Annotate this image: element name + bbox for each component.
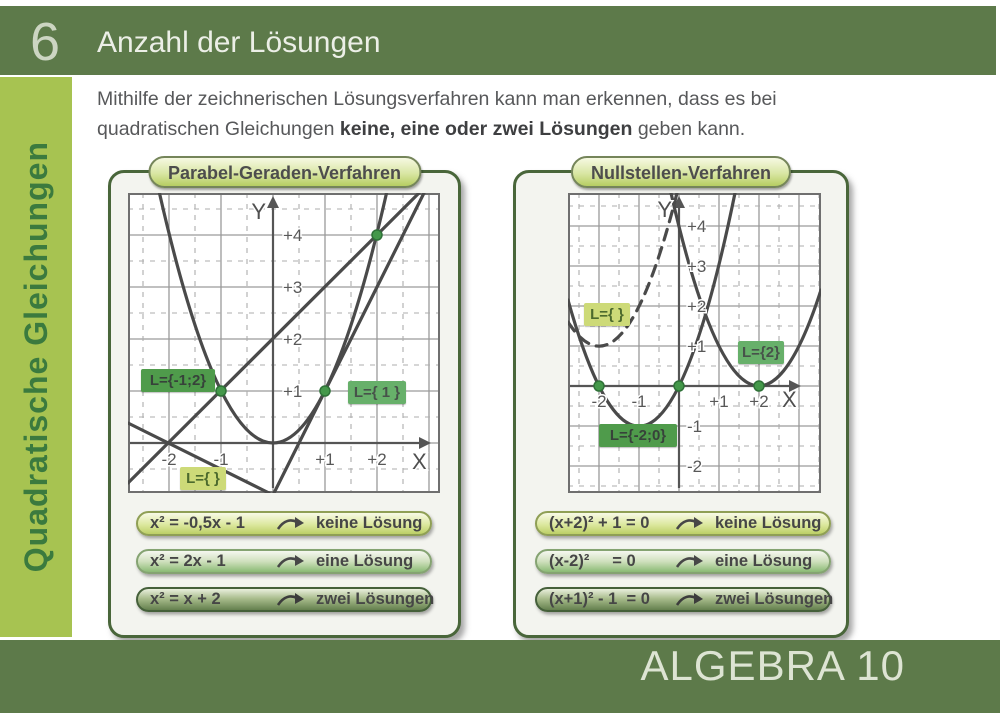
equation-row: (x-2)² = 0 eine Lösung [535, 549, 831, 574]
equation-row: (x+2)² + 1 = 0 keine Lösung [535, 511, 831, 536]
result-text: zwei Lösungen [715, 590, 834, 608]
equation-row: x² = 2x - 1 eine Lösung [136, 549, 432, 574]
curved-arrow-icon [276, 516, 304, 530]
panel-tab-nullstellen: Nullstellen-Verfahren [570, 156, 792, 188]
graph-border [568, 193, 821, 493]
sidebar-label: Quadratische Gleichungen [17, 141, 54, 573]
nullstellen-graph: +4 +3 +2 +1 -1 -2 -2 -1 +1 +2 X Y L={ } … [568, 193, 821, 493]
equation-row: x² = -0,5x - 1 keine Lösung [136, 511, 432, 536]
y-axis-letter: Y [657, 197, 672, 222]
equation-text: x² = -0,5x - 1 [150, 514, 245, 532]
intersection-point [371, 229, 383, 241]
parabola-curve [157, 193, 389, 445]
intro-paragraph: Mithilfe der zeichnerischen Lösungsverfa… [97, 84, 937, 144]
solution-set-label: L={ } [180, 467, 226, 490]
intersection-point [319, 385, 331, 397]
footer-bar: ALGEBRA 10 [0, 640, 1000, 713]
y-tick-label: +4 [283, 226, 302, 245]
dashed-parabola-curve [568, 193, 679, 348]
intro-line2-before: quadratischen Gleichungen [97, 118, 340, 140]
secant-line-curve [128, 193, 421, 485]
equation-row: x² = x + 2 zwei Lösungen [136, 587, 435, 612]
result-text: keine Lösung [715, 514, 822, 532]
solution-set-label: L={ } [584, 303, 630, 326]
x-tick-label: -2 [591, 392, 606, 411]
y-tick-label: +1 [283, 382, 302, 401]
zero-point [593, 380, 605, 392]
curved-arrow-icon [276, 554, 304, 568]
chapter-number: 6 [30, 12, 61, 72]
page-title: Anzahl der Lösungen [97, 26, 381, 59]
curved-arrow-icon [675, 554, 703, 568]
equation-text: (x+1)² - 1 = 0 [549, 590, 650, 608]
solution-set-label: L={-2;0} [599, 424, 677, 447]
panel-tab-parabel-geraden: Parabel-Geraden-Verfahren [147, 156, 422, 188]
x-tick-label: -1 [213, 450, 228, 469]
zero-point [673, 380, 685, 392]
x-axis-letter: X [412, 449, 427, 474]
one-root-parabola-curve [669, 193, 821, 388]
x-tick-label: +1 [315, 450, 334, 469]
equation-text: x² = x + 2 [150, 590, 221, 608]
y-tick-label: +3 [687, 257, 706, 276]
equation-text: x² = 2x - 1 [150, 552, 226, 570]
y-tick-label: +2 [283, 330, 302, 349]
equation-text: (x-2)² = 0 [549, 552, 636, 570]
x-tick-label: +1 [709, 392, 728, 411]
graph-canvas: +4 +3 +2 +1 -2 -1 +1 +2 X Y [128, 193, 440, 493]
intro-bold: keine, eine oder zwei Lösungen [339, 118, 633, 140]
result-text: eine Lösung [316, 552, 414, 570]
footer-label: ALGEBRA 10 [640, 642, 905, 689]
solution-set-label: L={-1;2} [141, 369, 215, 392]
y-tick-label: +3 [283, 278, 302, 297]
result-text: eine Lösung [715, 552, 813, 570]
parabola-line-graph: +4 +3 +2 +1 -2 -1 +1 +2 X Y L={-1;2} L={… [128, 193, 440, 493]
y-tick-label: +4 [687, 217, 706, 236]
x-axis-arrow-icon [789, 380, 801, 392]
intro-line1: Mithilfe der zeichnerischen Lösungsverfa… [97, 88, 777, 110]
x-axis-arrow-icon [419, 437, 431, 449]
passing-line-curve [128, 421, 271, 493]
x-tick-label: +2 [367, 450, 386, 469]
y-axis-arrow-icon [673, 196, 685, 208]
y-axis-arrow-icon [267, 196, 279, 208]
two-roots-parabola-curve [568, 193, 737, 428]
x-axis-letter: X [782, 387, 797, 412]
x-tick-label: -1 [631, 392, 646, 411]
y-axis-letter: Y [251, 199, 266, 224]
equation-row: (x+1)² - 1 = 0 zwei Lösungen [535, 587, 834, 612]
y-tick-label: -1 [687, 417, 702, 436]
panel-parabel-geraden: Parabel-Geraden-Verfahren +4 +3 +2 +1 -2 [108, 156, 461, 638]
curved-arrow-icon [675, 592, 703, 606]
header-bar: 6 Anzahl der Lösungen [0, 6, 996, 75]
solution-set-label: L={2} [738, 341, 784, 364]
curved-arrow-icon [276, 592, 304, 606]
graph-border [128, 193, 440, 493]
sidebar: Quadratische Gleichungen [0, 77, 72, 637]
panel-nullstellen: Nullstellen-Verfahren +4 +3 +2 +1 -1 -2 [513, 156, 849, 638]
equation-text: (x+2)² + 1 = 0 [549, 514, 650, 532]
y-tick-label: +1 [687, 337, 706, 356]
solution-set-label: L={ 1 } [348, 381, 406, 404]
x-tick-label: -2 [161, 450, 176, 469]
y-tick-label: +2 [687, 297, 706, 316]
x-tick-label: +2 [749, 392, 768, 411]
curved-arrow-icon [675, 516, 703, 530]
y-tick-label: -2 [687, 457, 702, 476]
intersection-point [215, 385, 227, 397]
zero-point [753, 380, 765, 392]
graph-canvas: +4 +3 +2 +1 -1 -2 -2 -1 +1 +2 X Y [568, 193, 821, 493]
intro-line2-after: geben kann. [632, 118, 746, 140]
result-text: zwei Lösungen [316, 590, 435, 608]
tangent-line-curve [272, 193, 426, 493]
result-text: keine Lösung [316, 514, 423, 532]
